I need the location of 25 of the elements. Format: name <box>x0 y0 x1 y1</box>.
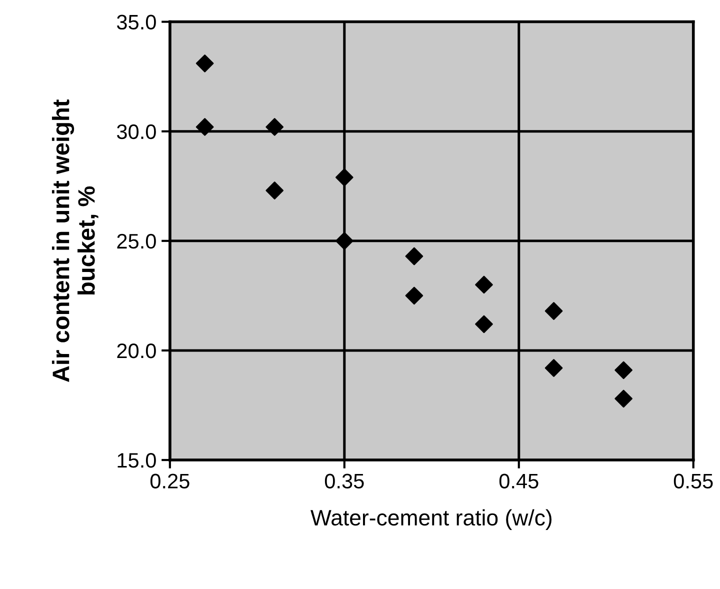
point <box>196 54 214 72</box>
point <box>196 118 214 136</box>
x-tick-label: 0.25 <box>150 474 190 489</box>
x-tick-label: 0.55 <box>674 474 713 489</box>
point <box>266 182 284 200</box>
point <box>614 361 632 380</box>
point <box>335 232 354 250</box>
point <box>405 247 424 266</box>
point <box>405 286 424 305</box>
y-tick-label: 30.0 <box>116 124 156 140</box>
x-axis-title: Water-cement ratio (w/c) <box>310 509 552 530</box>
point <box>335 168 354 186</box>
x-tick-label: 0.45 <box>499 474 538 489</box>
point <box>475 315 493 334</box>
point <box>614 390 632 408</box>
point <box>544 302 563 320</box>
point <box>266 118 284 136</box>
point <box>544 359 563 377</box>
y-tick-label: 15.0 <box>118 453 156 468</box>
y-tick-label: 25.0 <box>117 234 156 249</box>
y-tick-label: 20.0 <box>117 343 156 358</box>
point <box>475 276 493 294</box>
y-tick-label: 35.0 <box>116 14 156 30</box>
y-axis-title: Air content in unit weight bucket, % <box>52 100 98 382</box>
x-tick-label: 0.35 <box>324 474 364 489</box>
